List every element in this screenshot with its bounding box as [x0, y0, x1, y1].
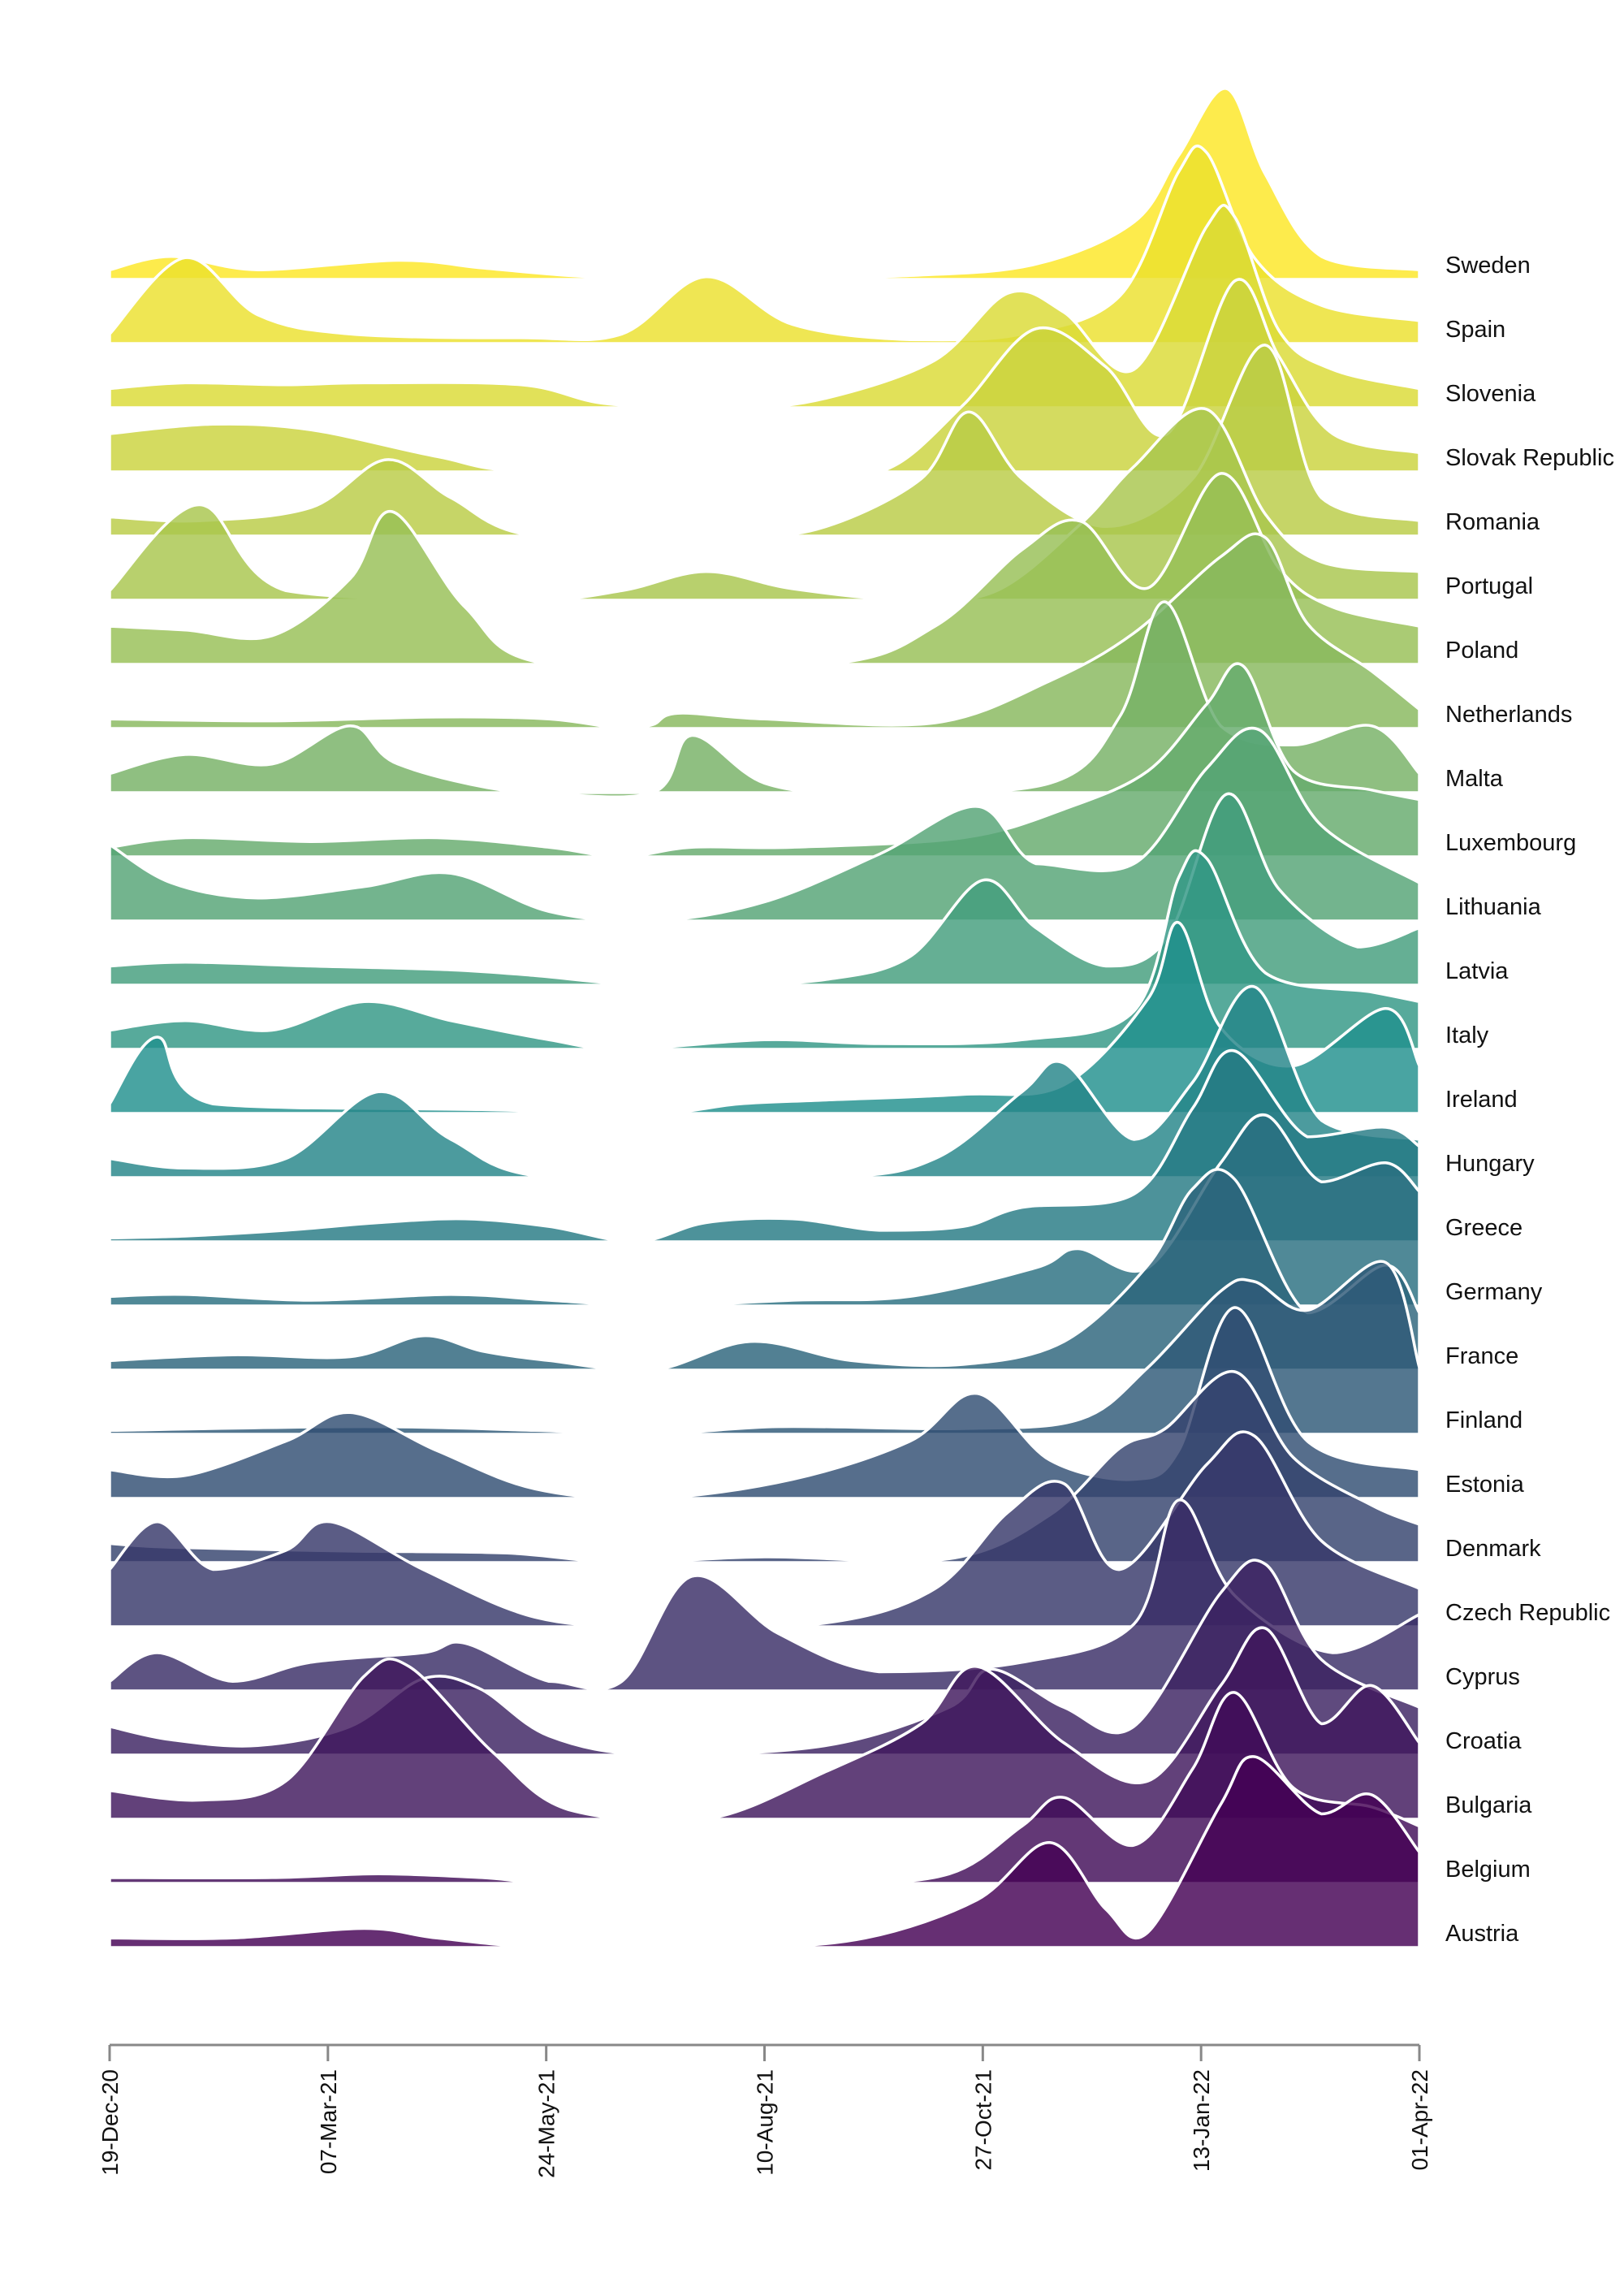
series-label-france: France: [1445, 1343, 1518, 1369]
series-label-greece: Greece: [1445, 1215, 1522, 1241]
series-label-estonia: Estonia: [1445, 1472, 1525, 1498]
series-label-denmark: Denmark: [1445, 1536, 1541, 1562]
series-label-lithuania: Lithuania: [1445, 894, 1542, 920]
x-axis: 19-Dec-20 07-Mar-21 24-May-21 10-Aug-21 27-O…: [97, 2043, 1432, 2178]
ridge-austria: [108, 1755, 1421, 1950]
ridge-germany: [108, 1113, 1421, 1308]
series-label-malta: Malta: [1445, 766, 1504, 792]
series-label-belgium: Belgium: [1445, 1857, 1531, 1883]
ridge-netherlands: [108, 532, 1421, 730]
series-label-luxembourg: Luxembourg: [1445, 830, 1576, 856]
series-label-portugal: Portugal: [1445, 573, 1533, 599]
series-label-austria: Austria: [1445, 1921, 1519, 1947]
series-label-croatia: Croatia: [1445, 1728, 1522, 1754]
series-label-cyprus: Cyprus: [1445, 1664, 1520, 1690]
series-label-slovenia: Slovenia: [1445, 381, 1536, 407]
ridge-lithuania: [108, 726, 1421, 923]
series-label-poland: Poland: [1445, 638, 1518, 664]
series-label-sweden: Sweden: [1445, 253, 1531, 279]
ridge-latvia: [108, 792, 1421, 988]
x-tick-label: 13-Jan-22: [1189, 2069, 1214, 2172]
series-label-finland: Finland: [1445, 1407, 1522, 1433]
series-label-italy: Italy: [1445, 1022, 1489, 1048]
ridge-belgium: [108, 1691, 1421, 1886]
ridge-romania: [108, 344, 1421, 538]
series-label-slovak-republic: Slovak Republic: [1445, 445, 1614, 471]
series-label-romania: Romania: [1445, 509, 1540, 535]
ridge-estonia: [108, 1306, 1421, 1501]
ridge-italy: [108, 849, 1421, 1051]
x-axis-ticks: 19-Dec-20 07-Mar-21 24-May-21 10-Aug-21 27-O…: [97, 2045, 1432, 2178]
x-tick-label: 24-May-21: [534, 2069, 559, 2178]
x-tick-label: 27-Oct-21: [970, 2069, 996, 2171]
series-label-czech-republic: Czech Republic: [1445, 1600, 1610, 1626]
ridge-slovak-republic: [108, 278, 1421, 474]
x-tick-label: 19-Dec-20: [97, 2069, 123, 2176]
ridge-spain: [108, 145, 1421, 345]
ridge-poland: [108, 472, 1421, 669]
series-label-bulgaria: Bulgaria: [1445, 1792, 1532, 1818]
ridge-luxembourg: [108, 662, 1421, 858]
series-label-hungary: Hungary: [1445, 1151, 1535, 1177]
ridge-bulgaria: [108, 1626, 1421, 1823]
ridges-layer: [108, 87, 1421, 1950]
ridge-hungary: [108, 985, 1421, 1181]
ridge-czech-republic: [108, 1430, 1421, 1629]
country-labels: Sweden Spain Slovenia Slovak Republic Romani…: [1445, 253, 1614, 1947]
series-label-netherlands: Netherlands: [1445, 702, 1572, 728]
series-label-germany: Germany: [1445, 1279, 1543, 1305]
ridge-sweden: [108, 87, 1421, 282]
x-tick-label: 01-Apr-22: [1407, 2069, 1432, 2171]
series-label-ireland: Ireland: [1445, 1087, 1518, 1113]
series-label-latvia: Latvia: [1445, 958, 1509, 984]
x-tick-label: 10-Aug-21: [753, 2069, 778, 2176]
x-tick-label: 07-Mar-21: [316, 2069, 341, 2174]
series-label-spain: Spain: [1445, 317, 1505, 343]
